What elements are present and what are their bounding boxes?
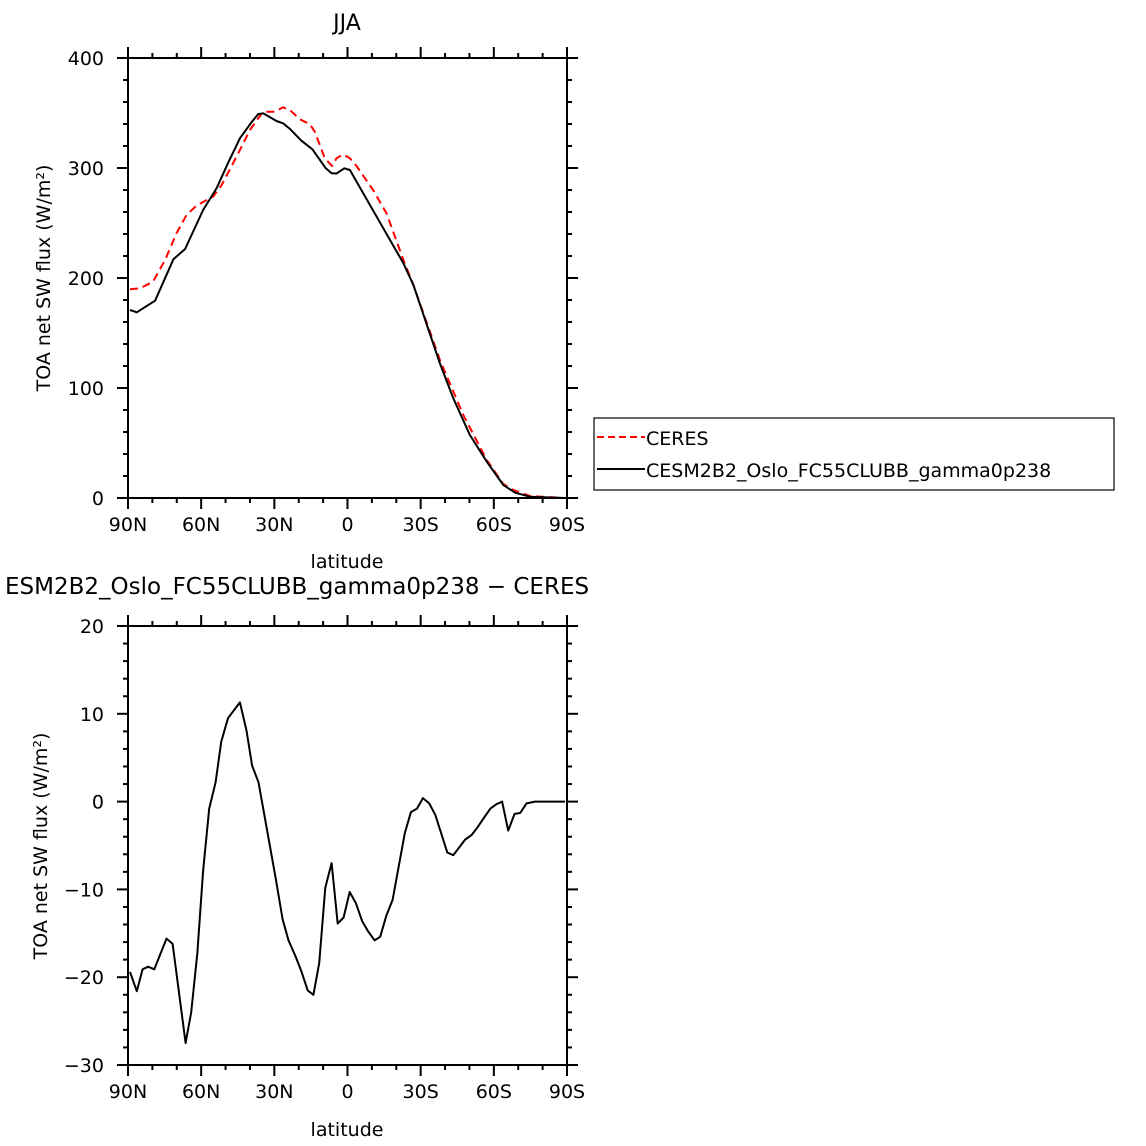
legend-label-ceres: CERES [646,428,709,450]
y-tick-label: 300 [68,158,104,180]
x-tick-label: 90S [549,1081,585,1103]
x-tick-label: 0 [341,514,353,536]
top-x-axis-label: latitude [311,551,384,573]
top-plot: 90N 60N 30N 0 30S 60S 90S 0 100 200 300 400 [68,47,585,536]
y-tick-label: 100 [68,378,104,400]
x-tick-label: 60N [182,514,220,536]
legend-label-model: CESM2B2_Oslo_FC55CLUBB_gamma0p238 [646,460,1051,482]
series-line-ceres [129,106,566,498]
x-tick-label: 60N [182,1081,220,1103]
x-tick-label: 60S [476,1081,512,1103]
top-chart-title: JJA [331,11,361,36]
y-tick-label: −20 [64,967,104,989]
bottom-x-axis-label: latitude [311,1119,384,1141]
legend: CERES CESM2B2_Oslo_FC55CLUBB_gamma0p238 [593,417,1115,491]
plot-frame [127,625,568,1066]
top-y-axis-label: TOA net SW flux (W/m²) [33,165,55,393]
y-tick-label: 0 [92,488,104,510]
x-tick-label: 90S [549,514,585,536]
plot-frame [127,57,568,499]
legend-box [593,417,1115,491]
x-tick-label: 30N [255,514,293,536]
x-tick-label: 30S [403,1081,439,1103]
y-tick-label: 10 [80,704,104,726]
y-tick-label: −30 [64,1055,104,1077]
series-line-model [129,701,565,1044]
y-tick-label: 400 [68,48,104,70]
x-tick-label: 60S [476,514,512,536]
y-tick-label: 0 [92,792,104,814]
x-tick-label: 90N [109,1081,147,1103]
x-tick-label: 30N [255,1081,293,1103]
y-tick-label: 20 [80,616,104,638]
bottom-y-axis-label: TOA net SW flux (W/m²) [30,733,52,961]
y-tick-label: 200 [68,268,104,290]
x-tick-label: 30S [403,514,439,536]
x-tick-label: 0 [341,1081,353,1103]
bottom-chart-title: ESM2B2_Oslo_FC55CLUBB_gamma0p238 − CERES [5,574,589,600]
bottom-plot: 90N 60N 30N 0 30S 60S 90S −30 −20 −10 0 10 20 [64,615,585,1103]
y-tick-label: −10 [64,879,104,901]
x-tick-label: 90N [109,514,147,536]
series-line-model [129,112,566,498]
